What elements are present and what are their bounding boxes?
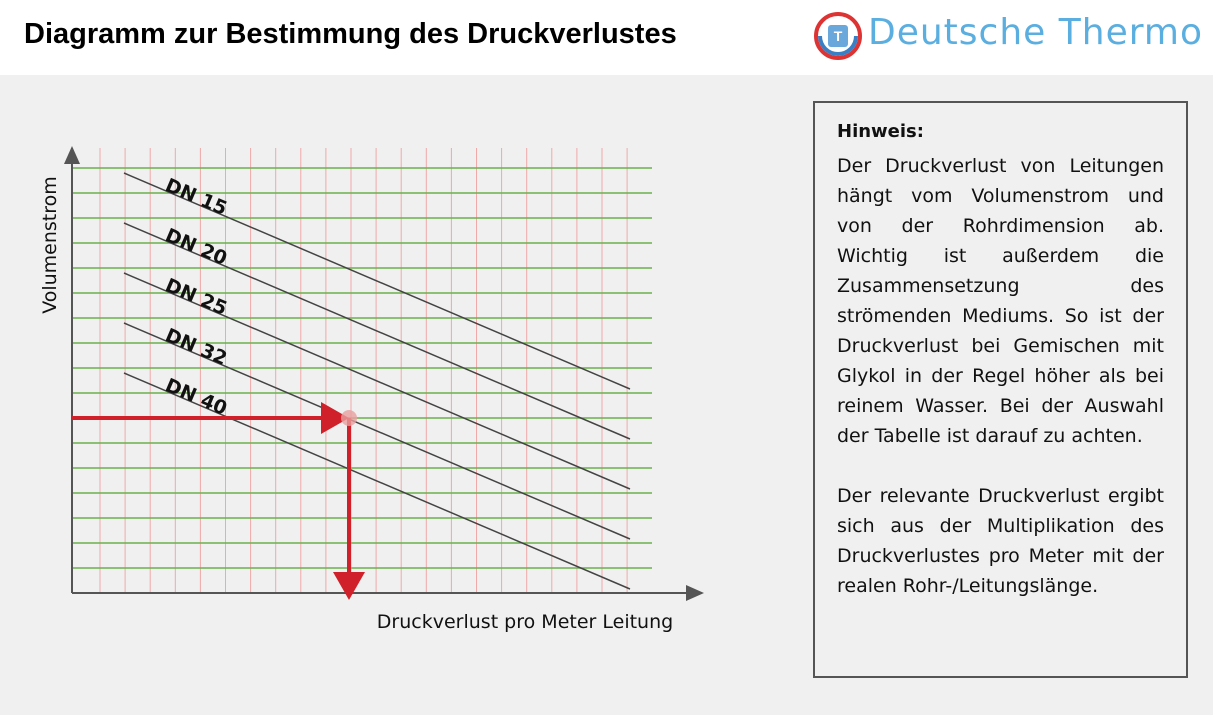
dn-line: [123, 222, 631, 440]
dn-label: DN 20: [162, 224, 230, 270]
note-box: Hinweis: Der Druckverlust von Leitungen …: [813, 101, 1188, 678]
grid: [72, 148, 652, 593]
header: Diagramm zur Bestimmung des Druckverlust…: [0, 0, 1213, 75]
y-axis-label: Volumenstrom: [39, 176, 61, 314]
logo-text: Deutsche Thermo: [868, 12, 1203, 53]
note-title: Hinweis:: [837, 121, 924, 142]
logo-icon: T: [814, 12, 862, 60]
dn-line: [123, 372, 631, 590]
x-axis-label: Druckverlust pro Meter Leitung: [377, 611, 673, 633]
dn-line: [123, 172, 631, 390]
dn-label: DN 32: [162, 324, 230, 370]
page-title: Diagramm zur Bestimmung des Druckverlust…: [24, 18, 677, 50]
intersection-point: [341, 410, 357, 426]
dn-label: DN 40: [162, 374, 230, 420]
dn-label: DN 25: [162, 274, 230, 320]
dn-line: [123, 272, 631, 490]
logo-core: [828, 25, 848, 47]
logo-ring: [814, 12, 862, 60]
note-paragraph: Der relevante Druckverlust ergibt sich a…: [837, 485, 1164, 597]
dn-label: DN 15: [162, 174, 230, 220]
logo-letter: T: [834, 28, 843, 44]
logo-ring-blue: [818, 35, 858, 56]
note-paragraph: Der Druckverlust von Leitungen hängt vom…: [837, 155, 1164, 447]
dn-line: [123, 322, 631, 540]
